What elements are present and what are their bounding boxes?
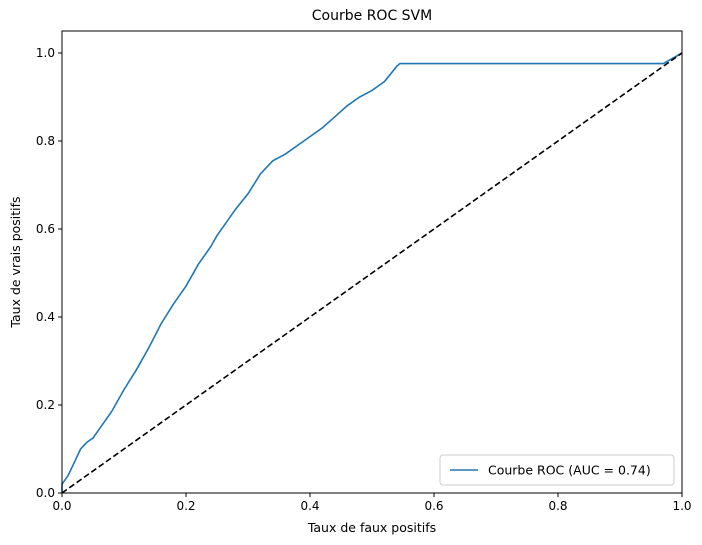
chance-diagonal-line	[61, 52, 683, 494]
x-axis-label: Taux de faux positifs	[307, 520, 436, 535]
legend-box	[439, 454, 675, 486]
x-tick-label: 0.4	[300, 499, 319, 513]
y-tick-label: 0.6	[36, 222, 55, 236]
y-axis-label: Taux de vrais positifs	[8, 196, 23, 328]
plot-frame	[61, 30, 683, 494]
x-tick-label: 0.6	[424, 499, 443, 513]
curves-layer	[61, 52, 683, 494]
x-tick-label: 0.0	[52, 499, 71, 513]
ticks-layer: 0.0 0.2 0.4 0.6 0.8 1.0 0.0 0.2 0.4 0.6 0.8 1.0	[36, 46, 692, 513]
roc-curve-line	[61, 52, 683, 493]
legend-entry-label: Courbe ROC (AUC = 0.74)	[488, 463, 651, 478]
y-tick-label: 0.2	[36, 398, 55, 412]
x-tick-label: 1.0	[672, 499, 691, 513]
y-tick-label: 0.0	[36, 486, 55, 500]
x-tick-label: 0.2	[176, 499, 195, 513]
y-tick-label: 0.8	[36, 134, 55, 148]
legend: Courbe ROC (AUC = 0.74)	[439, 454, 675, 486]
x-tick-label: 0.8	[548, 499, 567, 513]
y-tick-label: 0.4	[36, 310, 55, 324]
chart-title: Courbe ROC SVM	[312, 8, 432, 24]
y-tick-label: 1.0	[36, 46, 55, 60]
plot-area	[62, 31, 682, 493]
